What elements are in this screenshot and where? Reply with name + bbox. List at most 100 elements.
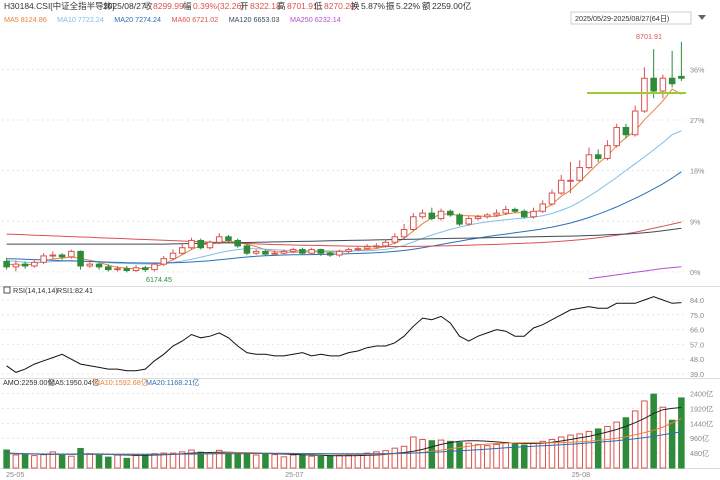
candle-down[interactable] [447,210,454,216]
amo-bar-up[interactable] [391,447,399,469]
candle-up[interactable] [252,250,260,254]
amo-bar-up[interactable] [373,451,380,469]
candle-up[interactable] [354,248,362,251]
candle-down[interactable] [678,75,685,79]
date-range-selector[interactable] [570,11,692,25]
amo-bar-up[interactable] [12,454,20,469]
amo-bar-up[interactable] [188,449,195,469]
amo-bar-down[interactable] [668,419,676,469]
candle-up[interactable] [308,249,315,254]
candle-up[interactable] [151,263,158,271]
amo-bar-up[interactable] [641,400,648,469]
amo-bar-up[interactable] [345,454,352,469]
amo-bar-up[interactable] [49,451,57,469]
amo-bar-up[interactable] [604,425,611,469]
candle-up[interactable] [659,77,667,92]
amo-bar-up[interactable] [613,421,620,469]
candle-up[interactable] [474,216,482,220]
amo-bar-up[interactable] [557,436,565,469]
amo-bar-up[interactable] [576,433,583,469]
amo-bar-up[interactable] [215,449,223,469]
candle-up[interactable] [12,263,20,268]
candle-up[interactable] [437,210,445,220]
amo-bar-down[interactable] [520,444,528,469]
amo-bar-up[interactable] [502,442,510,469]
candle-down[interactable] [58,254,66,258]
candle-up[interactable] [641,77,648,112]
amo-bar-up[interactable] [474,443,482,469]
candle-down[interactable] [197,239,205,249]
amo-bar-down[interactable] [77,447,84,469]
candle-down[interactable] [594,154,602,159]
candle-up[interactable] [585,154,593,169]
amo-bar-down[interactable] [197,451,205,469]
candle-up[interactable] [345,249,352,252]
amo-bar-down[interactable] [141,454,149,469]
amo-bar-up[interactable] [160,452,168,469]
amo-bar-down[interactable] [95,453,103,469]
rsi-checkbox-icon[interactable] [3,286,11,294]
candle-down[interactable] [428,212,436,220]
candle-up[interactable] [483,214,491,218]
candle-down[interactable] [234,239,241,247]
candle-down[interactable] [520,210,528,218]
candle-down[interactable] [21,263,29,267]
dropdown-icon[interactable] [698,15,706,20]
amo-bar-down[interactable] [3,449,10,469]
candle-up[interactable] [539,203,547,212]
candle-up[interactable] [410,216,417,231]
candle-up[interactable] [363,246,371,250]
candle-down[interactable] [123,268,131,272]
candle-down[interactable] [3,260,10,268]
candle-down[interactable] [105,266,112,271]
amo-bar-down[interactable] [262,453,269,469]
candle-down[interactable] [299,249,306,254]
candle-up[interactable] [604,145,611,159]
amo-bar-up[interactable] [539,440,547,469]
amo-bar-down[interactable] [105,456,112,469]
candle-up[interactable] [31,261,38,267]
candle-up[interactable] [160,258,168,265]
amo-bar-up[interactable] [86,453,94,469]
amo-bar-up[interactable] [40,454,47,469]
candle-up[interactable] [548,192,556,205]
amo-bar-up[interactable] [400,445,408,469]
amo-bar-up[interactable] [631,410,639,469]
amo-bar-down[interactable] [243,452,251,469]
candle-up[interactable] [557,179,565,194]
amo-bar-up[interactable] [206,452,214,469]
amo-bar-down[interactable] [456,442,463,469]
candle-down[interactable] [668,77,676,85]
candle-up[interactable] [289,249,297,252]
candle-up[interactable] [613,126,620,147]
candle-up[interactable] [271,252,278,255]
candle-up[interactable] [86,263,94,267]
amo-bar-down[interactable] [594,428,602,469]
candle-up[interactable] [373,245,380,248]
candle-up[interactable] [530,210,537,218]
candle-up[interactable] [132,267,140,272]
amo-bar-up[interactable] [483,445,491,469]
amo-bar-up[interactable] [280,456,288,469]
amo-bar-up[interactable] [659,406,667,469]
candle-up[interactable] [169,252,177,260]
amo-bar-up[interactable] [363,452,371,469]
candle-up[interactable] [419,212,426,218]
amo-bar-up[interactable] [114,454,121,469]
amo-bar-up[interactable] [493,443,500,469]
candle-down[interactable] [141,267,149,271]
candle-down[interactable] [95,263,103,268]
candle-up[interactable] [576,167,583,181]
candle-up[interactable] [567,179,574,182]
candle-down[interactable] [317,249,325,254]
amo-bar-down[interactable] [317,456,325,469]
amo-bar-up[interactable] [151,453,158,469]
amo-bar-down[interactable] [58,454,66,469]
amo-bar-down[interactable] [622,417,630,469]
amo-bar-up[interactable] [465,442,473,469]
candle-up[interactable] [382,241,389,247]
amo-bar-up[interactable] [289,454,297,469]
amo-bar-up[interactable] [548,438,556,469]
candle-up[interactable] [215,236,223,243]
